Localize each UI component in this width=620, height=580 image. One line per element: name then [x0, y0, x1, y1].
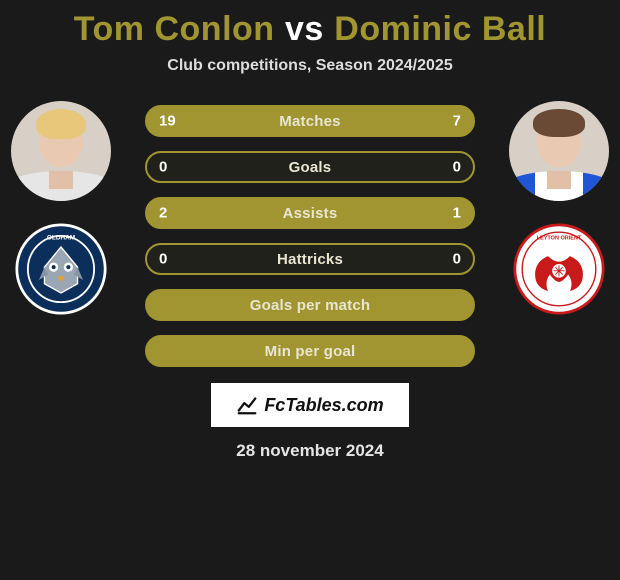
page-title: Tom Conlon vs Dominic Ball [0, 10, 620, 49]
subtitle: Club competitions, Season 2024/2025 [0, 57, 620, 75]
stat-value-left: 2 [159, 205, 167, 222]
stat-label: Goals per match [250, 297, 371, 314]
svg-text:OLDHAM: OLDHAM [47, 235, 75, 242]
stat-bar: 0 Goals 0 [145, 151, 475, 183]
right-column: LEYTON ORIENT [504, 101, 614, 315]
stat-bar: Goals per match [145, 289, 475, 321]
comparison-area: OLDHAM LEYTON ORIENT 19 Matches 7 0 Goals 0 2 A… [0, 101, 620, 367]
stat-value-left: 0 [159, 251, 167, 268]
stat-value-left: 0 [159, 159, 167, 176]
brand-banner: FcTables.com [211, 383, 409, 427]
left-column: OLDHAM [6, 101, 116, 315]
vs-text: vs [285, 10, 324, 48]
stat-bars: 19 Matches 7 0 Goals 0 2 Assists 1 0 Hattricks 0 Goa… [145, 101, 475, 367]
stat-bar: 0 Hattricks 0 [145, 243, 475, 275]
stat-label: Matches [279, 113, 340, 130]
player1-club-badge: OLDHAM [15, 223, 107, 315]
player2-avatar [509, 101, 609, 201]
stat-label: Hattricks [277, 251, 343, 268]
stat-bar: Min per goal [145, 335, 475, 367]
stat-bar: 2 Assists 1 [145, 197, 475, 229]
player2-name: Dominic Ball [334, 10, 546, 48]
stat-label: Assists [283, 205, 338, 222]
stat-value-right: 1 [453, 205, 461, 222]
stat-value-right: 0 [453, 251, 461, 268]
brand-text: FcTables.com [264, 395, 383, 416]
date-text: 28 november 2024 [0, 441, 620, 461]
stat-value-right: 0 [453, 159, 461, 176]
player1-avatar [11, 101, 111, 201]
stat-bar: 19 Matches 7 [145, 105, 475, 137]
stat-value-left: 19 [159, 113, 176, 130]
root: Tom Conlon vs Dominic Ball Club competit… [0, 0, 620, 580]
stat-label: Min per goal [265, 343, 356, 360]
chart-icon [236, 394, 258, 416]
player1-name: Tom Conlon [74, 10, 275, 48]
stat-label: Goals [289, 159, 332, 176]
stat-value-right: 7 [453, 113, 461, 130]
svg-text:LEYTON ORIENT: LEYTON ORIENT [537, 236, 582, 242]
player2-club-badge: LEYTON ORIENT [513, 223, 605, 315]
